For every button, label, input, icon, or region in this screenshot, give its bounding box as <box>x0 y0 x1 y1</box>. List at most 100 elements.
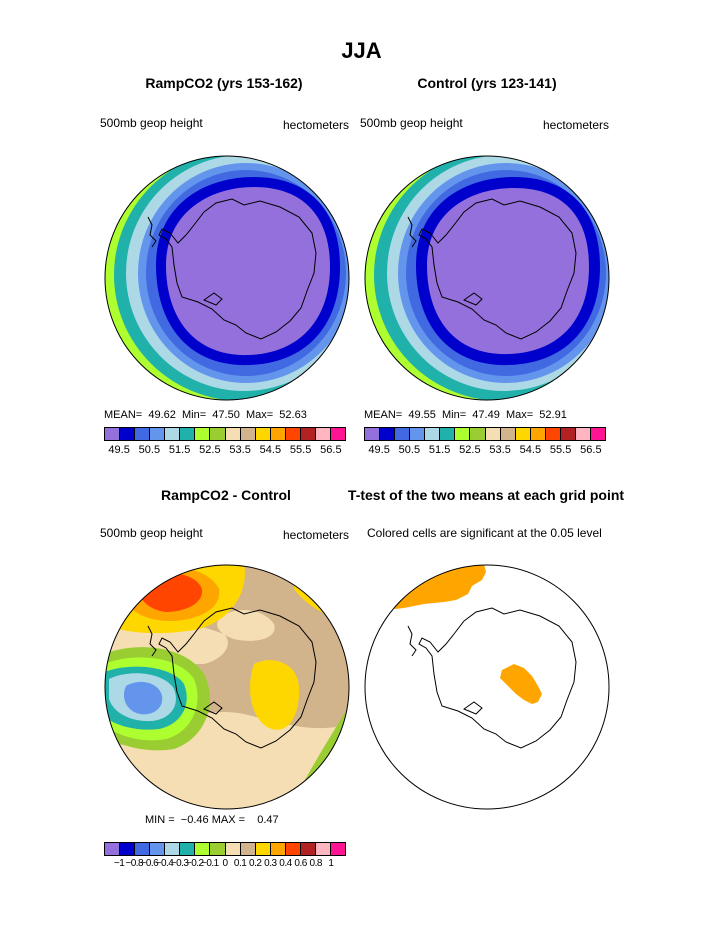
colorbar-tick-label: 52.5 <box>459 444 481 456</box>
colorbar-panel-3-labels: −1 −0.8 −0.6 −0.4 −0.3 −0.2 −0.1 0 0.1 0.2 0.3 0.4 0… <box>104 858 346 872</box>
stat-mean-label: MEAN= <box>364 409 403 421</box>
colorbar-swatch <box>270 843 286 855</box>
map-panel-1 <box>104 155 350 401</box>
colorbar-panel-2-labels: 49.5 50.5 51.5 52.5 53.5 54.5 55.5 56.5 <box>364 444 606 458</box>
colorbar-swatch <box>105 843 121 855</box>
colorbar-swatch <box>330 428 345 440</box>
panel-1-title: RampCO2 (yrs 153-162) <box>145 75 303 91</box>
map-panel-4 <box>364 564 610 810</box>
colorbar-swatch <box>225 428 241 440</box>
colorbar-swatch <box>545 428 561 440</box>
colorbar-tick-label: 54.5 <box>259 444 282 456</box>
colorbar-swatch <box>240 843 256 855</box>
colorbar-swatch <box>500 428 516 440</box>
map-panel-2 <box>364 155 610 401</box>
colorbar-swatch <box>165 428 181 440</box>
antarctica-coastline-4 <box>418 607 577 749</box>
colorbar-swatch <box>180 428 196 440</box>
colorbar-swatch <box>560 428 576 440</box>
colorbar-tick-label: 0.3 <box>264 858 277 869</box>
stat-min: 47.49 <box>472 409 500 421</box>
stat-min: 47.50 <box>212 409 240 421</box>
colorbar-swatch <box>300 843 316 855</box>
colorbar-tick-label: 0 <box>222 858 228 869</box>
colorbar-tick-label: −0.4 <box>155 858 174 869</box>
map-4-fill <box>365 565 609 809</box>
colorbar-swatch <box>120 428 136 440</box>
colorbar-swatch <box>195 428 211 440</box>
colorbar-tick-label: 56.5 <box>320 444 342 456</box>
colorbar-tick-label: 0.6 <box>294 858 307 869</box>
map-2-border <box>364 155 610 401</box>
colorbar-swatch <box>365 428 381 440</box>
colorbar-panel-1 <box>104 427 346 441</box>
colorbar-swatch <box>530 428 546 440</box>
colorbar-tick-label: 52.5 <box>199 444 221 456</box>
colorbar-swatch <box>135 428 151 440</box>
colorbar-tick-label: −0.8 <box>125 858 144 869</box>
stat-min: −0.46 <box>180 814 209 826</box>
colorbar-swatch <box>135 843 151 855</box>
colorbar-tick-label: 51.5 <box>168 444 191 456</box>
colorbar-swatch <box>210 843 226 855</box>
colorbar-swatch <box>285 428 301 440</box>
colorbar-panel-1-labels: 49.5 50.5 51.5 52.5 53.5 54.5 55.5 56.5 <box>104 444 346 458</box>
figure-title: JJA <box>341 38 382 63</box>
panel-3-left-label: 500mb geop height <box>100 526 203 540</box>
panel-3-title: RampCO2 - Control <box>161 487 291 503</box>
colorbar-swatch <box>195 843 211 855</box>
colorbar-tick-label: 54.5 <box>519 444 542 456</box>
map-3-border <box>104 564 350 810</box>
colorbar-tick-label: 55.5 <box>549 444 572 456</box>
antarctica-coastline-3 <box>158 607 317 749</box>
colorbar-tick-label: 53.5 <box>489 444 511 456</box>
colorbar-tick-label: 50.5 <box>398 444 421 456</box>
panel-1-right-label: hectometers <box>283 118 350 132</box>
stat-min-label: Min= <box>182 409 207 421</box>
colorbar-swatch <box>470 428 486 440</box>
colorbar-swatch <box>575 428 591 440</box>
colorbar-tick-label: −0.1 <box>201 858 219 869</box>
panel-1-stats: MEAN= 49.62 Min= 47.50 Max= 52.63 <box>104 409 307 421</box>
colorbar-tick-label: −1 <box>113 858 125 869</box>
colorbar-swatch <box>225 843 241 855</box>
colorbar-tick-label: −0.6 <box>140 858 159 869</box>
map-4-border <box>364 564 610 810</box>
panel-2-stats: MEAN= 49.55 Min= 47.49 Max= 52.91 <box>364 409 567 421</box>
stat-min-label: MIN = <box>145 814 175 826</box>
colorbar-swatch <box>380 428 396 440</box>
panel-2-right-label: hectometers <box>543 118 610 132</box>
stat-mean: 49.55 <box>408 409 436 421</box>
colorbar-swatch <box>425 428 441 440</box>
antarctica-coastline-1 <box>158 198 317 340</box>
colorbar-tick-label: 49.5 <box>108 444 130 456</box>
panel-2-title: Control (yrs 123-141) <box>417 75 557 91</box>
colorbar-tick-label: 49.5 <box>368 444 390 456</box>
stat-max: 52.63 <box>279 409 307 421</box>
significant-region-north <box>382 565 486 610</box>
map-panel-3 <box>104 564 350 810</box>
panel-3-right-label: hectometers <box>283 528 350 542</box>
panel-1-left-label: 500mb geop height <box>100 116 203 130</box>
colorbar-swatch <box>180 843 196 855</box>
colorbar-tick-label: 0.1 <box>233 858 247 869</box>
stat-max-label: Max= <box>505 409 534 421</box>
colorbar-swatch <box>315 428 331 440</box>
map-2-fill <box>365 156 609 400</box>
colorbar-tick-label: 1 <box>328 858 334 869</box>
colorbar-swatch <box>330 843 345 855</box>
panel-2-left-label: 500mb geop height <box>360 116 463 130</box>
stat-mean: 49.62 <box>148 409 176 421</box>
stat-max-label: MAX = <box>211 814 246 826</box>
colorbar-swatch <box>255 843 271 855</box>
colorbar-swatch <box>150 843 166 855</box>
stat-max: 0.47 <box>257 814 279 826</box>
antarctica-coastline-2 <box>418 198 577 340</box>
panel-3-stats: MIN = −0.46 MAX = 0.47 <box>145 814 279 826</box>
colorbar-tick-label: 51.5 <box>428 444 451 456</box>
colorbar-swatch <box>165 843 181 855</box>
colorbar-swatch <box>440 428 456 440</box>
colorbar-swatch <box>410 428 426 440</box>
colorbar-tick-label: 0.4 <box>279 858 292 869</box>
colorbar-tick-label: 55.5 <box>289 444 312 456</box>
